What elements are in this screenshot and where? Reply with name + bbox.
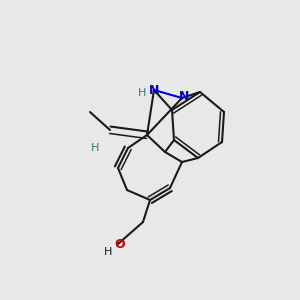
Text: H: H: [104, 247, 112, 257]
Text: N: N: [179, 91, 189, 103]
Text: H: H: [138, 88, 146, 98]
Text: O: O: [115, 238, 125, 250]
Text: H: H: [91, 143, 99, 153]
Text: N: N: [149, 83, 159, 97]
